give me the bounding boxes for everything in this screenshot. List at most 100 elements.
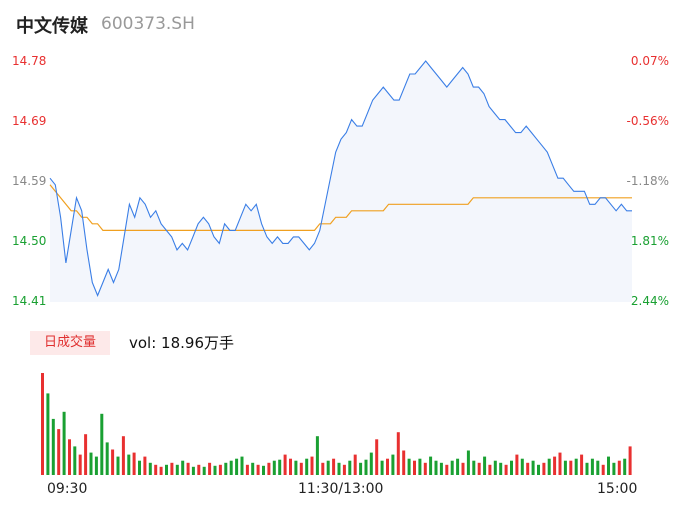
volume-bar: [165, 464, 168, 475]
volume-bar: [181, 460, 185, 475]
volume-bar: [563, 460, 567, 475]
volume-bar: [558, 452, 562, 475]
volume-bar: [628, 446, 632, 475]
volume-bar: [585, 462, 589, 475]
volume-bar: [218, 464, 222, 475]
volume-bar: [423, 462, 427, 475]
price-tick-1: 14.69: [12, 114, 47, 128]
volume-bar: [197, 464, 201, 475]
volume-bar: [526, 462, 530, 475]
volume-bar: [402, 450, 406, 475]
volume-bar: [542, 462, 546, 475]
volume-bar: [154, 464, 158, 475]
volume-bar: [483, 456, 487, 475]
volume-bar: [235, 458, 239, 475]
volume-bar: [229, 460, 233, 475]
volume-bar: [170, 462, 174, 475]
volume-bar: [105, 442, 109, 475]
volume-bar: [531, 460, 535, 475]
volume-bar: [321, 462, 325, 475]
volume-bar: [289, 458, 292, 475]
volume-bar: [510, 460, 513, 475]
volume-bar: [386, 458, 389, 475]
volume-bar: [213, 465, 217, 475]
volume-bar: [553, 456, 557, 475]
volume-bar: [456, 458, 460, 475]
volume-bar: [310, 456, 314, 475]
volume-bar: [143, 456, 147, 475]
volume-bar: [353, 454, 357, 475]
volume-bar: [580, 454, 584, 475]
volume-bar: [547, 458, 551, 475]
volume-bar: [294, 460, 298, 475]
volume-bar: [191, 466, 195, 475]
volume-bar: [116, 456, 120, 475]
volume-bar: [208, 462, 212, 475]
volume-bar: [375, 439, 379, 475]
volume-tab[interactable]: 日成交量: [30, 331, 110, 355]
time-tick-open: 09:30: [47, 481, 88, 497]
volume-bar: [121, 436, 125, 475]
volume-bar: [251, 462, 255, 475]
volume-bar: [224, 462, 228, 475]
volume-bar: [245, 464, 249, 475]
volume-bar: [472, 460, 476, 475]
volume-bar: [278, 459, 282, 475]
volume-bar: [62, 411, 66, 475]
volume-bar: [127, 454, 131, 475]
volume-bar: [175, 464, 179, 475]
pct-tick-0: 0.07%: [630, 54, 669, 68]
volume-bar: [89, 452, 93, 475]
volume-bar: [391, 454, 395, 475]
volume-bar: [445, 464, 449, 475]
price-tick-0: 14.78: [12, 54, 47, 68]
price-tick-4: 14.41: [12, 294, 47, 308]
stock-name: 中文传媒: [16, 16, 88, 37]
volume-bar: [623, 458, 627, 475]
volume-bar: [407, 458, 411, 475]
volume-bar: [84, 434, 88, 475]
volume-bar: [439, 462, 443, 475]
volume-bar: [569, 460, 573, 475]
volume-bar: [148, 462, 152, 475]
volume-bar: [537, 464, 540, 475]
volume-bar: [450, 460, 454, 475]
volume-bar: [359, 462, 363, 475]
time-tick-close: 15:00: [597, 481, 638, 497]
volume-bar: [332, 458, 336, 475]
stock-code: 600373.SH: [101, 14, 195, 34]
price-area: [50, 61, 632, 302]
volume-bar: [434, 460, 438, 475]
volume-bar: [429, 456, 433, 475]
price-line: [49, 60, 632, 297]
volume-bar: [493, 460, 497, 475]
volume-bar: [607, 456, 610, 475]
volume-bar: [515, 454, 519, 475]
volume-bar: [590, 458, 594, 475]
volume-bar: [272, 460, 276, 475]
volume-bar: [617, 460, 621, 475]
volume-bar: [111, 449, 115, 475]
volume-bar: [262, 465, 265, 475]
volume-bar: [461, 462, 465, 475]
pct-tick-2: -1.18%: [626, 174, 669, 188]
volume-bar: [41, 373, 44, 475]
volume-bar: [499, 462, 503, 475]
volume-bar: [413, 460, 416, 475]
volume-bar: [78, 454, 82, 475]
pct-tick-1: -0.56%: [626, 114, 669, 128]
price-tick-3: 14.50: [12, 234, 47, 248]
volume-bar: [305, 458, 309, 475]
time-tick-midday: 11:30/13:00: [298, 481, 384, 497]
volume-bar: [267, 462, 271, 475]
volume-bar: [51, 418, 55, 475]
volume-bar: [186, 462, 190, 475]
volume-bar: [73, 446, 77, 475]
volume-bar: [326, 460, 330, 475]
volume-bar: [132, 452, 136, 475]
volume-bar: [202, 466, 206, 475]
volume-bar: [256, 464, 260, 475]
avg-price-line: [49, 184, 632, 231]
volume-bar: [364, 459, 368, 475]
